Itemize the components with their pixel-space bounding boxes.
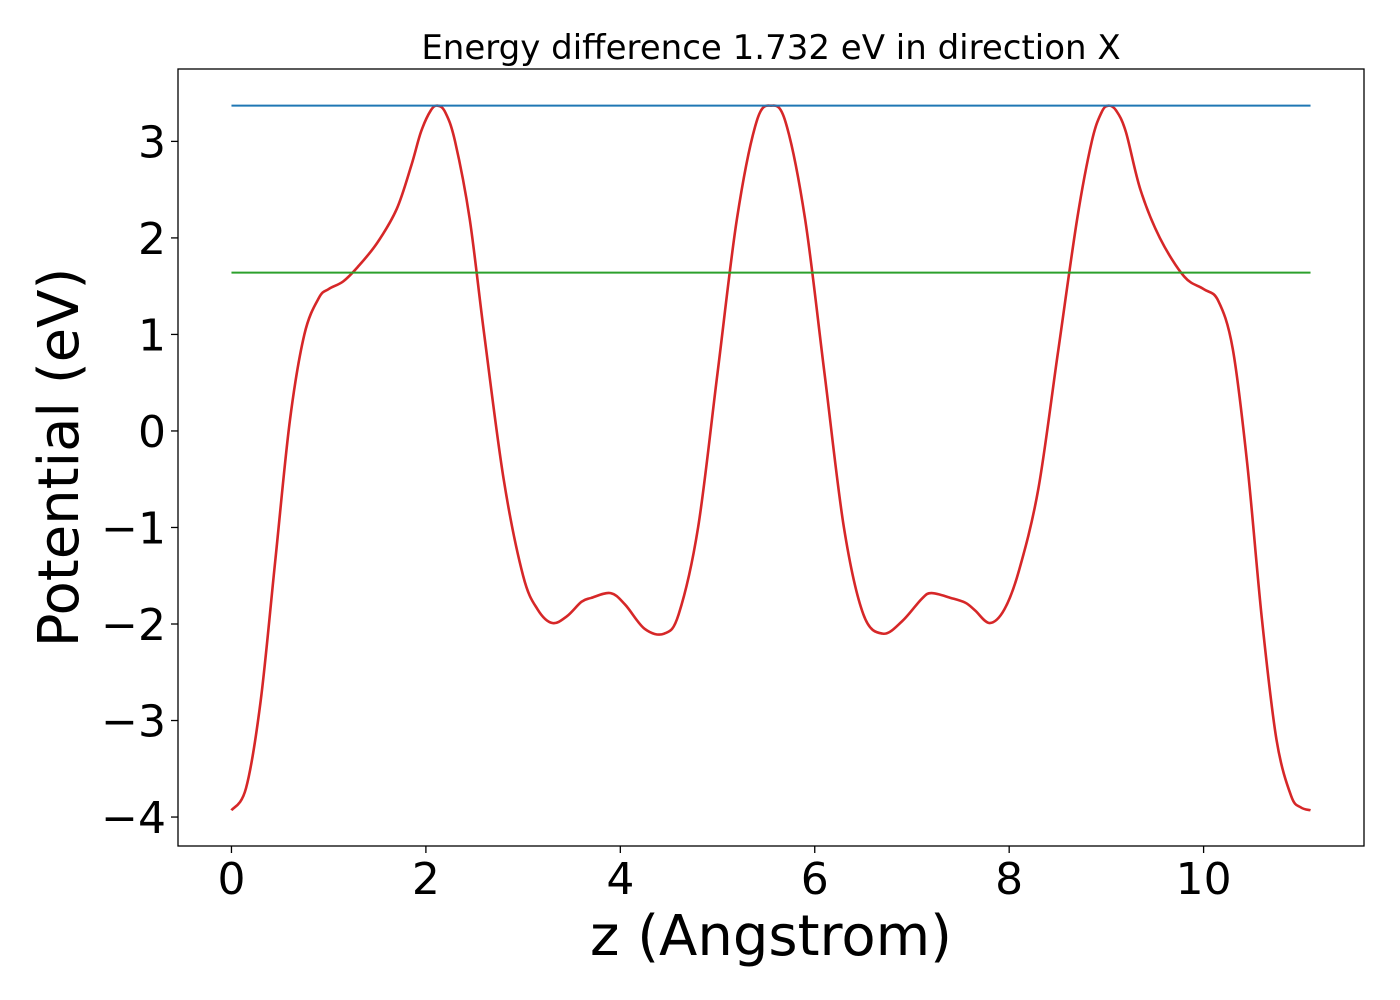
series-layer bbox=[230, 104, 1311, 812]
y-tick-label: 1 bbox=[138, 310, 166, 361]
series-line-0 bbox=[230, 104, 1311, 812]
y-tick-label: 2 bbox=[138, 214, 166, 265]
x-tick-label: 8 bbox=[995, 854, 1023, 905]
x-tick-label: 0 bbox=[217, 854, 245, 905]
x-tick-label: 2 bbox=[412, 854, 440, 905]
y-tick-label: −3 bbox=[101, 697, 166, 748]
y-axis-label: Potential (eV) bbox=[27, 268, 92, 648]
x-axis-ticks: 0 2 4 6 8 10 bbox=[217, 846, 1232, 905]
y-tick-label: 3 bbox=[138, 117, 166, 168]
y-tick-label: −2 bbox=[101, 600, 166, 651]
x-tick-label: 4 bbox=[606, 854, 634, 905]
chart-title: Energy difference 1.732 eV in direction … bbox=[421, 28, 1120, 68]
y-axis-ticks: −4 −3 −2 −1 0 1 2 3 bbox=[101, 117, 178, 844]
x-axis-label: z (Angstrom) bbox=[590, 904, 952, 969]
y-tick-label: −4 bbox=[101, 793, 166, 844]
x-tick-label: 10 bbox=[1176, 854, 1232, 905]
x-tick-label: 6 bbox=[801, 854, 829, 905]
y-tick-label: 0 bbox=[138, 407, 166, 458]
y-tick-label: −1 bbox=[101, 503, 166, 554]
plot-frame bbox=[177, 68, 1365, 847]
